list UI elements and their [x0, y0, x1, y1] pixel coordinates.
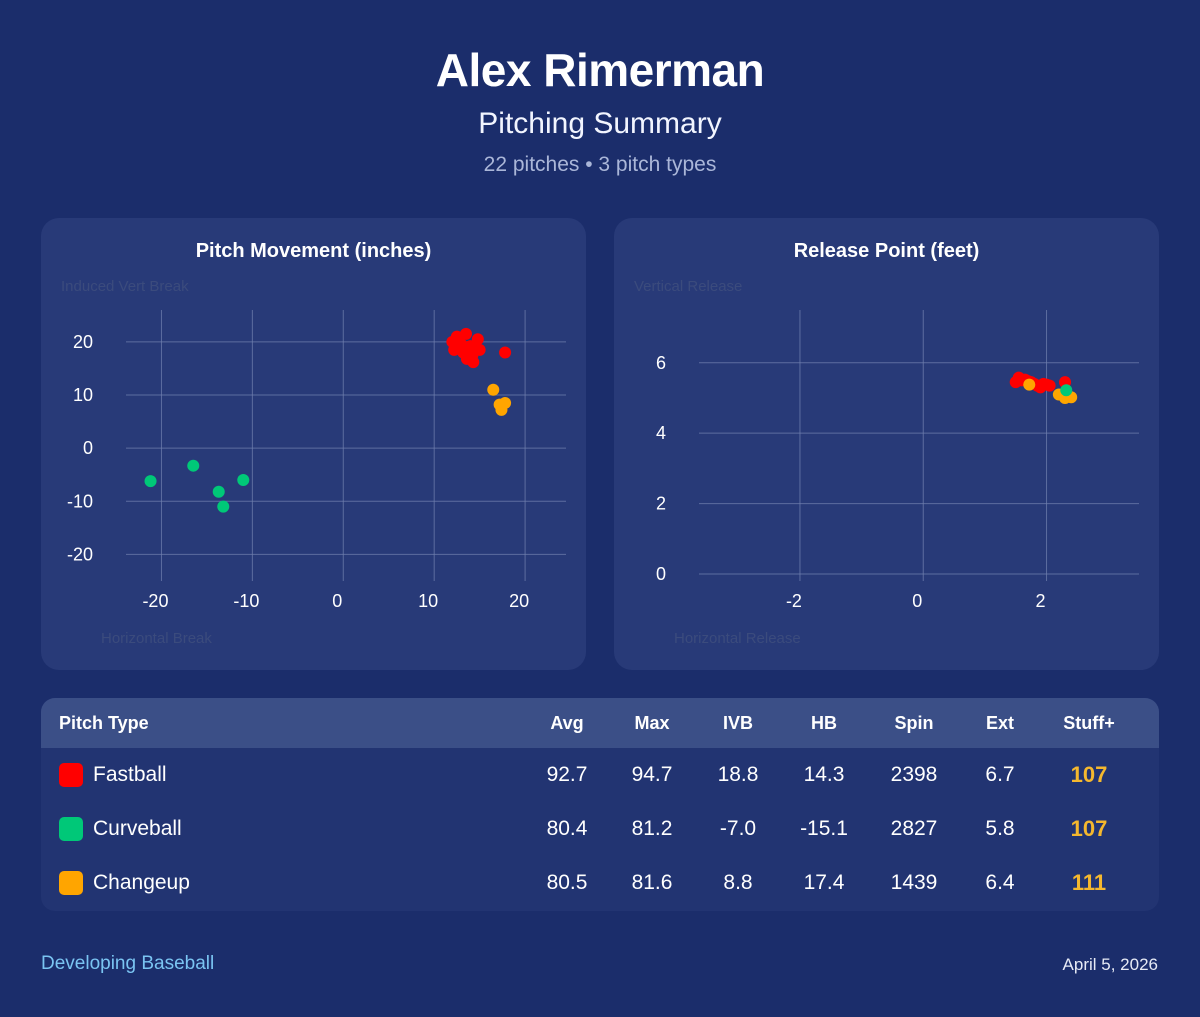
table-cell-max: 81.2 [631, 817, 673, 840]
pitch-type-cell: Fastball [59, 748, 167, 802]
x-axis-label: Horizontal Break [101, 630, 212, 647]
date-label: April 5, 2026 [1062, 955, 1158, 974]
y-tick-label: 0 [656, 564, 666, 584]
release-chart-title: Release Point (feet) [793, 240, 980, 262]
pitch-type-label: Fastball [93, 763, 167, 786]
point-curveball [187, 459, 200, 472]
y-tick-label: -20 [67, 544, 93, 564]
table-header: Pitch Type Avg Max IVB HB Spin Ext Stuff+ [41, 698, 1159, 748]
point-fastball [1043, 379, 1056, 392]
column-header-max: Max [634, 712, 670, 733]
y-axis-label: Vertical Release [634, 278, 742, 295]
table-cell-ext: 6.7 [985, 763, 1015, 786]
pitch-type-label: Curveball [93, 817, 182, 840]
table-cell-avg: 80.5 [546, 871, 588, 894]
table-body: Fastball 92.7 94.7 18.8 14.3 2398 6.7 107 Curveb… [41, 748, 1159, 910]
table-cell-ivb: -7.0 [719, 817, 757, 840]
table-cell-spin: 2398 [890, 763, 938, 786]
brand-label: Developing Baseball [41, 953, 215, 974]
point-fastball [467, 356, 480, 369]
column-header-avg: Avg [550, 712, 584, 733]
point-curveball [144, 475, 157, 488]
page-subtitle: Pitching Summary [478, 107, 722, 140]
point-curveball [212, 485, 225, 498]
table-cell-hb: -15.1 [800, 817, 848, 840]
column-header-spin: Spin [894, 712, 934, 733]
y-axis-label: Induced Vert Break [61, 278, 189, 295]
column-header-stuff-: Stuff+ [1063, 712, 1115, 733]
point-curveball [1060, 384, 1073, 397]
point-changeup [495, 403, 508, 416]
y-tick-label: 10 [73, 385, 93, 405]
stuff-plus-value: 111 [1071, 870, 1107, 895]
x-tick-label: 0 [332, 591, 342, 611]
column-header-ext: Ext [985, 712, 1014, 733]
pitch-color-swatch [59, 817, 83, 841]
point-fastball [448, 343, 461, 356]
table-cell-ivb: 18.8 [717, 763, 759, 786]
table-cell-ext: 5.8 [985, 817, 1015, 840]
movement-chart-title: Pitch Movement (inches) [195, 240, 432, 262]
x-axis-label: Horizontal Release [674, 630, 801, 647]
x-tick-label: 10 [418, 591, 438, 611]
y-tick-label: 0 [83, 438, 93, 458]
stuff-plus-value: 107 [1070, 762, 1108, 787]
release-chart: -2 0 2 0 2 4 6 Vertical Release Horizontal Relea… [634, 278, 1139, 647]
pitch-summary-table: Pitch Type Avg Max IVB HB Spin Ext Stuff+ Fastb… [41, 698, 1159, 911]
point-fastball [460, 327, 472, 340]
table-cell-hb: 17.4 [803, 871, 845, 894]
x-tick-label: 20 [509, 591, 529, 611]
x-tick-label: -10 [233, 591, 259, 611]
y-tick-label: 20 [73, 332, 93, 352]
pitch-type-label: Changeup [93, 871, 190, 894]
table-cell-hb: 14.3 [803, 763, 845, 786]
pitch-count-meta: 22 pitches • 3 pitch types [483, 153, 717, 176]
point-changeup [487, 383, 500, 396]
column-header-ivb: IVB [722, 712, 753, 733]
pitch-type-cell: Curveball [59, 802, 182, 856]
movement-chart: -20 -10 0 10 20 -20 -10 0 10 20 Induced Vert Break… [61, 278, 566, 647]
column-header-hb: HB [811, 712, 837, 733]
stuff-plus-value: 107 [1070, 816, 1108, 841]
point-changeup [1023, 378, 1036, 391]
x-tick-label: 2 [1036, 591, 1046, 611]
point-fastball [499, 346, 512, 359]
table-row: Curveball 80.4 81.2 -7.0 -15.1 2827 5.8 107 [41, 802, 1159, 856]
table-cell-ext: 6.4 [985, 871, 1015, 894]
y-tick-label: 6 [656, 353, 666, 373]
table-cell-spin: 1439 [890, 871, 938, 894]
table-cell-avg: 92.7 [546, 763, 588, 786]
table-row: Changeup 80.5 81.6 8.8 17.4 1439 6.4 111 [41, 856, 1159, 910]
column-header-pitch-type: Pitch Type [59, 712, 149, 733]
y-tick-label: 4 [656, 423, 666, 443]
page-title: Alex Rimerman [435, 44, 765, 96]
pitch-type-cell: Changeup [59, 856, 190, 910]
point-curveball [217, 500, 230, 513]
table-row: Fastball 92.7 94.7 18.8 14.3 2398 6.7 107 [41, 748, 1159, 802]
header: Alex Rimerman Pitching Summary 22 pitche… [0, 40, 1200, 182]
table-cell-spin: 2827 [890, 817, 938, 840]
movement-chart-panel: -20 -10 0 10 20 -20 -10 0 10 20 Induced Vert Break… [41, 218, 586, 670]
y-tick-label: 2 [656, 494, 666, 514]
y-tick-label: -10 [67, 491, 93, 511]
x-tick-label: 0 [912, 591, 922, 611]
pitch-color-swatch [59, 763, 83, 787]
point-curveball [237, 474, 250, 487]
table-cell-avg: 80.4 [546, 817, 588, 840]
x-tick-label: -20 [142, 591, 168, 611]
pitch-color-swatch [59, 871, 83, 895]
table-cell-ivb: 8.8 [723, 871, 753, 894]
table-cell-max: 94.7 [631, 763, 673, 786]
release-chart-panel: -2 0 2 0 2 4 6 Vertical Release Horizontal Relea… [614, 218, 1159, 670]
x-tick-label: -2 [786, 591, 802, 611]
table-cell-max: 81.6 [631, 871, 673, 894]
